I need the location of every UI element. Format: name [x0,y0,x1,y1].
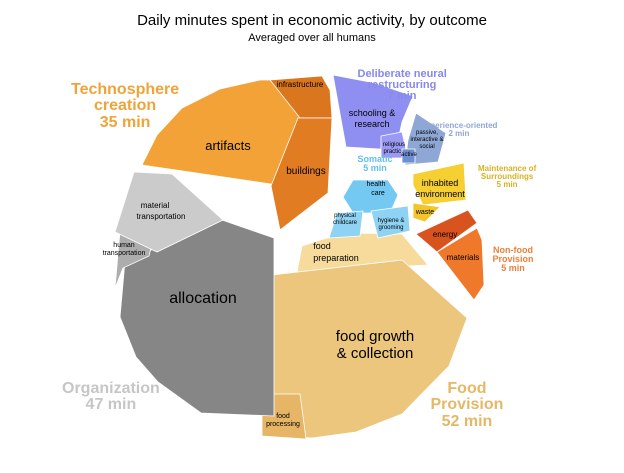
slice-label-human-transportation: human [113,242,135,249]
chart-subtitle: Averaged over all humans [248,32,376,44]
group-value-food-provision: 52 min [441,412,493,430]
group-value-experience-oriented: 2 min [448,129,470,139]
slice-infrastructure [269,75,333,119]
slice-label-physical-childcare: childcare [333,220,358,226]
slice-label-material-transportation: transportation [137,212,186,221]
slice-label-hygiene-and-grooming: grooming [378,225,403,231]
slice-label-hygiene-and-grooming: hygiene & [378,218,405,224]
slice-label-infrastructure: infrastructure [277,80,324,89]
slice-label-inhabited-environment: environment [415,189,465,199]
slice-label-waste: waste [415,209,434,216]
group-value-non-food-provision: 5 min [501,263,525,274]
slice-label-buildings: buildings [286,166,325,177]
slice-label-food-preparation: preparation [313,253,359,263]
group-label-experience-oriented: Experience-oriented 2 min [420,121,498,139]
slice-label-religious-practice: practice [383,149,405,155]
slice-materials [436,227,485,301]
slice-label-human-transportation: transportation [103,250,146,257]
slice-label-physical-childcare: physical [334,213,356,219]
slice-label-schooling-and-research: schooling & [349,108,396,118]
slice-allocation [119,219,275,417]
group-value-technosphere-creation: 35 min [99,113,151,131]
group-value-maintenance-of-surroundings: 5 min [496,180,518,190]
slice-label-materials: materials [447,253,479,262]
slice-label-energy: energy [433,230,457,239]
slice-label-inhabited-environment: inhabited [422,178,459,188]
slice-waste [412,202,441,223]
slice-label-active: active [401,152,417,158]
slice-label-food-growth-and-collection: & collection [337,345,414,362]
group-value-organization: 47 min [85,396,137,414]
group-label-non-food-provision: Non-food Provision 5 min [492,245,534,274]
slice-label-religious-practice: religious [383,142,405,148]
slice-label-passive-interactive-and-social: social [419,144,434,150]
slice-active [401,148,416,164]
group-label-deliberate-neural-restructuring: Deliberate neural restructuring 7 min [357,68,447,103]
group-value-somatic: 5 min [363,163,387,174]
slice-label-artifacts: artifacts [205,138,251,153]
slice-physical-childcare [328,210,364,239]
slice-label-material-transportation: material [141,201,170,210]
slice-material-transportation [114,171,224,253]
slice-label-food-processing: food [276,413,290,420]
slice-schooling-and-research [332,74,414,151]
chart-title: Daily minutes spent in economic activity… [137,12,487,29]
slice-label-food-growth-and-collection: food growth [336,328,414,345]
group-label-technosphere-creation: Technosphere creation 35 min [71,81,180,131]
slice-label-food-processing: processing [266,421,300,428]
slice-energy [415,209,478,253]
slice-hygiene-and-grooming [370,205,411,239]
group-label-somatic: Somatic 5 min [357,154,393,174]
slice-label-schooling-and-research: research [354,119,389,129]
slice-label-health-care: care [371,190,385,197]
group-label-food-provision: Food Provision 52 min [430,380,504,430]
slice-buildings [270,117,333,231]
slice-label-allocation: allocation [169,290,237,307]
slice-inhabited-environment [412,162,467,206]
slice-label-food-preparation: food [313,241,331,251]
slice-label-passive-interactive-and-social: interactive & [410,137,443,143]
group-value-deliberate-neural-restructuring: 7 min [387,90,417,103]
slice-label-passive-interactive-and-social: passive, [416,130,438,136]
group-label-maintenance-of-surroundings: Maintenance of Surroundings 5 min [478,164,537,190]
group-label-organization: Organization 47 min [62,380,160,414]
slice-label-health-care: health [366,181,385,188]
